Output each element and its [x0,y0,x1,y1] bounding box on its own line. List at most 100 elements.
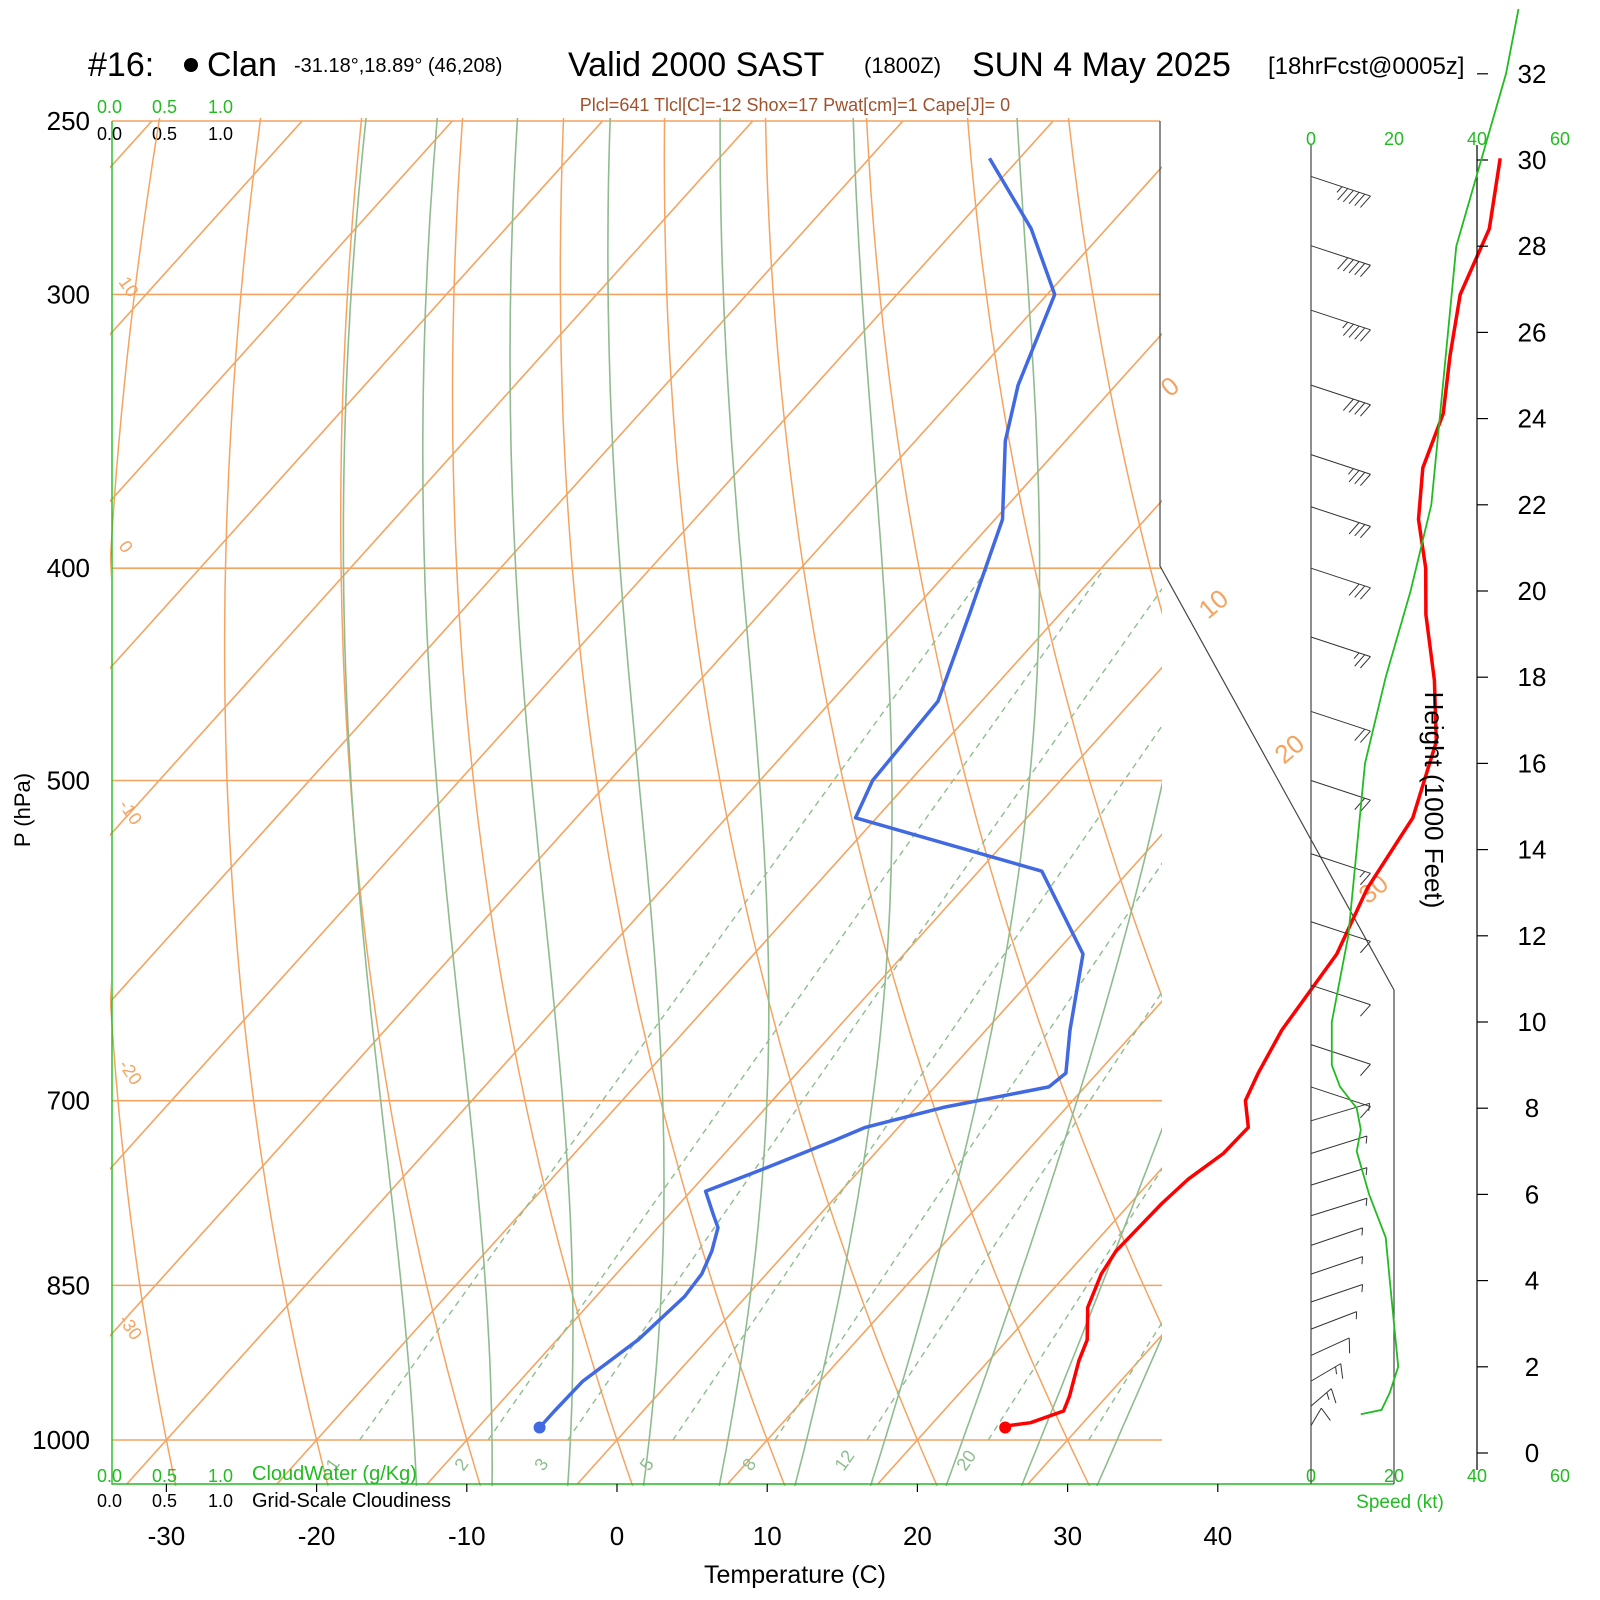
wind-barb-18 [1310,1197,1368,1217]
wind-barb-shaft [1310,1086,1371,1108]
wind-barb-shaft [1310,175,1371,197]
wind-barb-shaft [1310,384,1371,406]
wind-barb-flag [1348,583,1360,596]
wind-barb-flag [1360,872,1371,886]
wind-barb-half [1361,1284,1364,1293]
height-tick-label-6: 12 [1518,921,1547,951]
cloudiness-label: Grid-Scale Cloudiness [252,1490,451,1512]
top-cloudiness-tick-2: 1.0 [208,124,233,144]
dry-adiabat [559,118,786,1486]
wind-barb-half [1335,1366,1338,1375]
wind-barb-flag [1354,193,1366,206]
height-tick-label-0: 0 [1525,1438,1539,1468]
isotherm [110,120,904,1004]
top-cloudwater-tick-0: 0.0 [97,97,122,117]
moist-adiabat [718,118,770,1486]
speed-scale-top: 0 20 40 60 [1306,129,1570,149]
mixing-ratio-label-6: 20 [952,1446,980,1474]
height-tick-label-12: 24 [1518,404,1547,434]
wind-barb-shaft [1310,1227,1363,1246]
cloudwater-label: CloudWater (g/Kg) [252,1463,417,1485]
dry-adiabat-left-label-4: -30 [115,1311,146,1344]
wind-barb-flag [1360,329,1371,342]
isotherm [0,1440,16,1484]
plot-frame-right [1159,121,1395,1484]
wind-barb-flag [1360,195,1371,208]
dry-adiabat-right-label-1: 10 [1193,583,1234,625]
height-tick-label-4: 8 [1525,1093,1539,1123]
y-axis-label: P (hPa) [10,773,35,847]
wind-barb-shaft [1310,1388,1332,1407]
wind-barb-12 [1310,984,1371,1017]
dry-adiabat [966,118,1162,999]
wind-barb-half [1361,1227,1364,1236]
wind-barb-19 [1310,1227,1364,1246]
wind-barb-flag [1348,261,1360,274]
wind-barb-20 [1310,1256,1364,1275]
isotherm [466,666,1162,1441]
wind-barb-14 [1310,1086,1371,1119]
mixing-ratio-line [672,724,1162,1441]
wind-barb-16 [1310,1135,1368,1154]
mixing-ratio-line [567,587,1162,1441]
wind-barb-shaft [1310,506,1371,527]
bottom-cloudiness-tick-0: 0.0 [97,1491,122,1511]
wind-barb-shaft [1310,1337,1350,1356]
plot-frame-left [111,121,1394,1485]
wind-barb-1 [1310,245,1371,278]
wind-barb-flag [1360,1004,1371,1017]
height-tick-label-8: 16 [1518,748,1547,778]
wind-barb-shaft [1310,1197,1368,1217]
top-cloud-scale: 0.0 0.5 1.0 0.0 0.5 1.0 [97,97,233,144]
wind-barb-flag [1342,259,1354,272]
mixing-ratio-line [866,990,1162,1441]
isotherm [110,120,453,503]
thermo-grid [0,118,1162,1486]
dewpoint-surface-point [533,1421,546,1434]
speed-line [1330,8,1520,1416]
speed-profile-panel [1330,8,1520,1416]
wind-barb-flag [1342,190,1354,203]
wind-barb-4 [1310,454,1371,486]
wind-barb-flag [1360,656,1371,669]
dry-adiabat-right-label-0: 0 [1155,370,1185,402]
wind-barb-15 [1310,1102,1371,1122]
p-tick-label-6: 1000 [32,1425,90,1455]
wind-barb-shaft [1310,567,1371,589]
zulu-time: (1800Z) [864,53,941,78]
station-coords: -31.18°,18.89° (46,208) [294,55,502,77]
wind-barb-shaft [1310,1167,1368,1186]
wind-barb-flag [1354,728,1366,741]
p-tick-label-0: 250 [47,106,90,136]
wind-barb-flag [1337,188,1349,201]
x-tick-label-1: -20 [298,1521,336,1551]
wind-barb-24 [1310,1363,1344,1382]
moist-adiabat [869,118,1041,1486]
wind-barb-flag [1348,470,1360,483]
p-tick-label-2: 400 [47,553,90,583]
x-tick-label-2: -10 [448,1521,486,1551]
top-cloudiness-tick-0: 0.0 [97,124,122,144]
height-tick-label-11: 22 [1518,490,1547,520]
dry-adiabat-left-label-1: 0 [115,537,137,557]
wind-barb-flag [1360,473,1371,486]
speed-top-tick-1: 20 [1384,129,1404,149]
height-tick-label-9: 18 [1518,662,1547,692]
isotherm [110,120,604,670]
dry-adiabat-left-label-0: 10 [115,273,143,301]
mixing-ratio-line [487,567,1106,1441]
station-name: Clan [207,46,277,84]
height-tick-label-10: 20 [1518,576,1547,606]
speed-bottom-tick-1: 20 [1384,1466,1404,1486]
moist-adiabat [607,118,665,1486]
isotherm [877,1439,918,1485]
moist-adiabat [793,118,893,1486]
wind-barb-half [1353,652,1360,659]
p-tick-label-4: 700 [47,1086,90,1116]
dry-adiabat [339,118,482,1486]
wind-barb-21 [1310,1284,1364,1303]
dry-adiabat [663,118,939,1486]
wind-barb-shaft [1310,1135,1368,1154]
wind-barb-17 [1310,1167,1368,1186]
